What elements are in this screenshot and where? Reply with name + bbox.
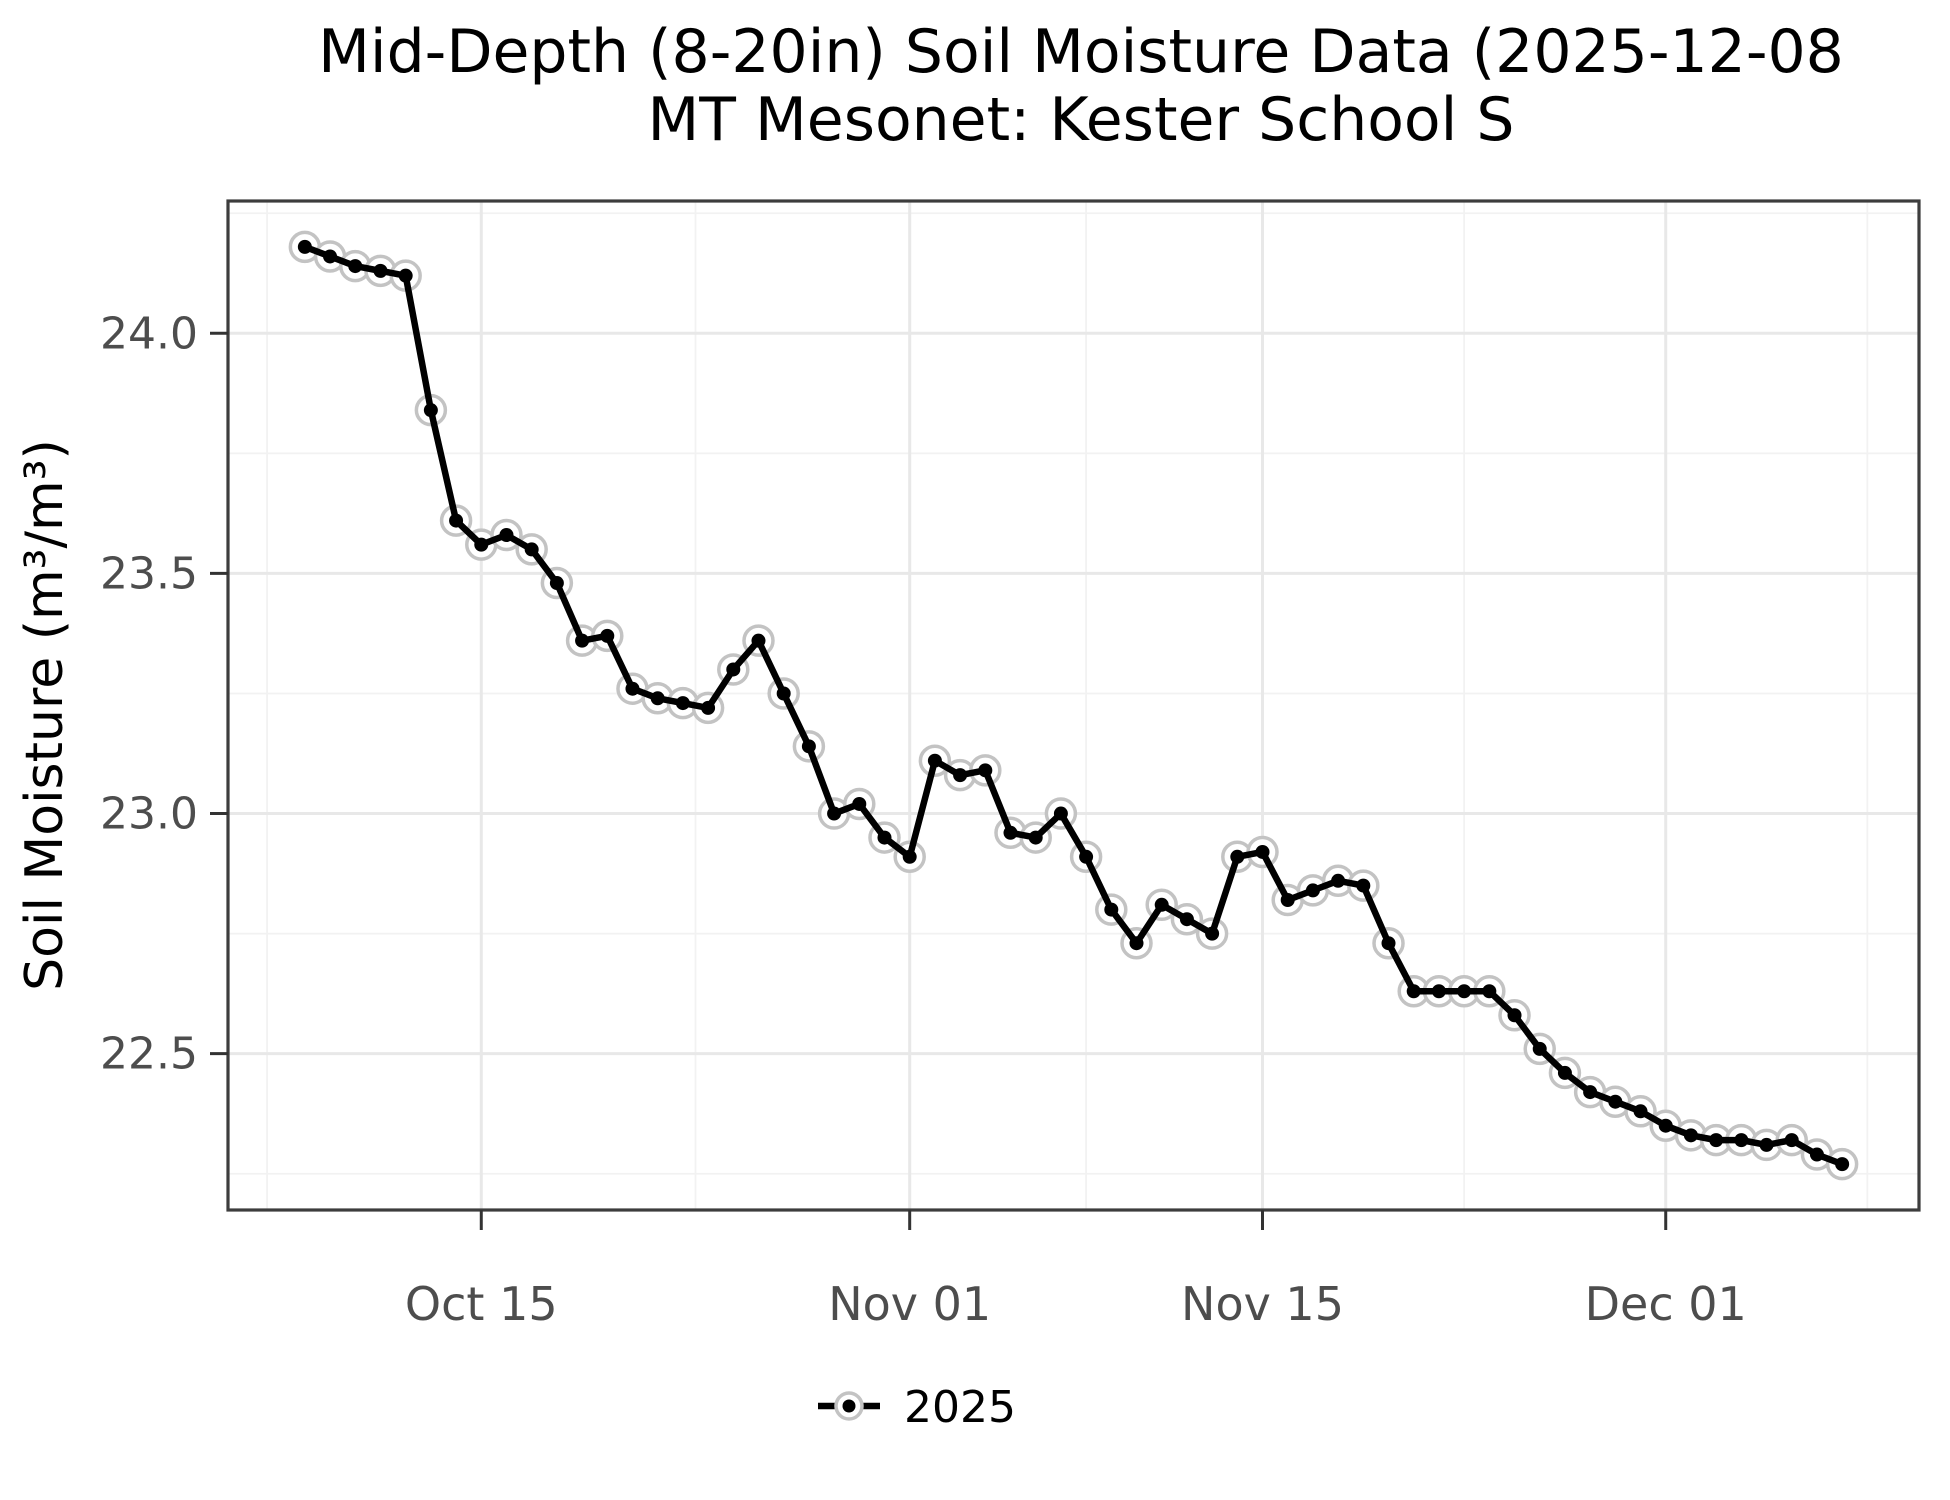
data-point [1431, 984, 1446, 999]
data-point [1457, 984, 1472, 999]
data-point [1230, 849, 1245, 864]
data-series-layer [288, 230, 1859, 1181]
chart-subtitle: MT Mesonet: Kester School S [648, 85, 1515, 155]
data-point [1507, 1008, 1522, 1023]
data-point [1557, 1065, 1572, 1080]
y-tick-label: 22.5 [100, 1029, 198, 1080]
data-point [474, 537, 489, 552]
data-point [373, 263, 388, 278]
data-point [1053, 806, 1068, 821]
data-point [297, 239, 312, 254]
data-point [675, 696, 690, 711]
data-point [1683, 1128, 1698, 1143]
data-point [852, 796, 867, 811]
data-point [1154, 897, 1169, 912]
data-point [1205, 926, 1220, 941]
data-point [625, 681, 640, 696]
legend-key-point [842, 1399, 856, 1413]
data-point [1406, 984, 1421, 999]
gridlines-major [228, 201, 1919, 1210]
data-point [1835, 1157, 1850, 1172]
data-point [423, 403, 438, 418]
data-point [1028, 830, 1043, 845]
data-point [1608, 1094, 1623, 1109]
axis-tick-labels-layer: 24.0 23.5 23.0 22.5 Oct 15 Nov 01 Nov 15 Dec 01 [100, 308, 1747, 1331]
x-tick-label: Dec 01 [1585, 1277, 1747, 1331]
data-point [524, 542, 539, 557]
data-point [600, 628, 615, 643]
x-tick-label: Nov 01 [828, 1277, 991, 1331]
data-point [1809, 1147, 1824, 1162]
data-point [751, 633, 766, 648]
axis-ticks-layer [210, 331, 1668, 1230]
legend: 2025 [818, 1382, 1016, 1433]
data-point [1331, 873, 1346, 888]
data-point [1709, 1133, 1724, 1148]
legend-label: 2025 [904, 1382, 1016, 1433]
data-point [1532, 1041, 1547, 1056]
data-point [1784, 1133, 1799, 1148]
data-point [1104, 902, 1119, 917]
data-point [1255, 844, 1270, 859]
data-point [1356, 878, 1371, 893]
data-point [827, 806, 842, 821]
data-point [1658, 1118, 1673, 1133]
data-point [449, 513, 464, 528]
data-point [398, 268, 413, 283]
data-point [978, 763, 993, 778]
data-point [953, 768, 968, 783]
series-line-2025 [301, 243, 1846, 1168]
data-point [575, 633, 590, 648]
data-point [549, 576, 564, 591]
data-point [1129, 936, 1144, 951]
chart-title: Mid-Depth (8-20in) Soil Moisture Data (2… [318, 17, 1844, 87]
data-point [902, 849, 917, 864]
y-axis-title: Soil Moisture (m³/m³) [15, 439, 75, 991]
data-point [1079, 849, 1094, 864]
gridlines-minor [228, 201, 1919, 1210]
panel-border [226, 199, 1921, 1212]
data-point [499, 528, 514, 543]
data-point [1179, 912, 1194, 927]
data-point [1482, 984, 1497, 999]
x-tick-label: Oct 15 [405, 1277, 558, 1331]
data-point [726, 662, 741, 677]
y-tick-label: 23.0 [100, 789, 198, 840]
y-tick-label: 23.5 [100, 548, 198, 599]
data-point [776, 686, 791, 701]
data-point [323, 249, 338, 264]
y-tick-label: 24.0 [100, 308, 198, 359]
data-point [1633, 1104, 1648, 1119]
data-point [801, 739, 816, 754]
data-point [1381, 936, 1396, 951]
x-tick-label: Nov 15 [1181, 1277, 1344, 1331]
data-point [650, 691, 665, 706]
data-point [348, 259, 363, 274]
data-point [701, 700, 716, 715]
data-point [927, 753, 942, 768]
data-point [1003, 825, 1018, 840]
data-point [1583, 1085, 1598, 1100]
data-point [1280, 893, 1295, 908]
data-point [1305, 883, 1320, 898]
data-point [1759, 1137, 1774, 1152]
data-point [1734, 1133, 1749, 1148]
data-point [877, 830, 892, 845]
